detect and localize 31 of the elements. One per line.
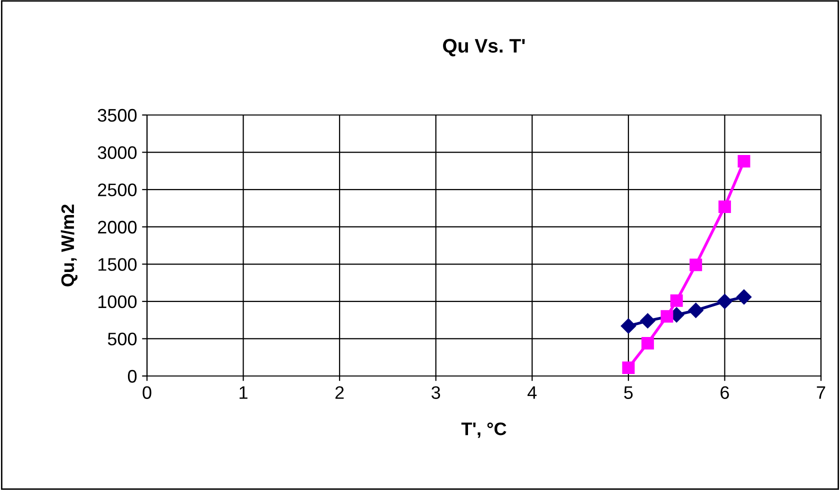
x-tick-label: 5 bbox=[624, 386, 633, 399]
y-axis-title: Qu, W/m2 bbox=[60, 204, 78, 286]
point bbox=[717, 294, 732, 309]
x-tick-label: 7 bbox=[816, 386, 826, 399]
y-tick-label: 1000 bbox=[98, 295, 137, 308]
y-tick-label: 0 bbox=[128, 370, 137, 383]
point bbox=[670, 294, 683, 307]
x-tick-label: 3 bbox=[432, 386, 440, 399]
point bbox=[641, 336, 654, 350]
point bbox=[738, 154, 750, 168]
y-tick-label: 3000 bbox=[98, 146, 137, 160]
y-tick-label: 1500 bbox=[98, 258, 137, 271]
y-tick-label: 2500 bbox=[98, 184, 137, 196]
x-tick-label: 2 bbox=[335, 386, 344, 399]
point bbox=[620, 318, 636, 334]
x-tick-label: 0 bbox=[142, 386, 152, 399]
x-tick-label: 6 bbox=[720, 386, 729, 399]
point bbox=[718, 200, 731, 213]
x-tick-label: 4 bbox=[528, 386, 537, 399]
point bbox=[736, 289, 752, 305]
y-tick-label: 3500 bbox=[98, 108, 137, 122]
x-axis-title: T', °C bbox=[461, 422, 506, 438]
point bbox=[640, 313, 656, 328]
point bbox=[688, 302, 704, 318]
chart-title: Qu Vs. T' bbox=[443, 38, 525, 56]
y-tick-label: 500 bbox=[108, 332, 137, 346]
point bbox=[660, 310, 674, 323]
x-tick-label: 1 bbox=[240, 386, 248, 399]
point bbox=[622, 362, 635, 374]
point bbox=[690, 258, 702, 272]
y-tick-label: 2000 bbox=[98, 220, 137, 234]
